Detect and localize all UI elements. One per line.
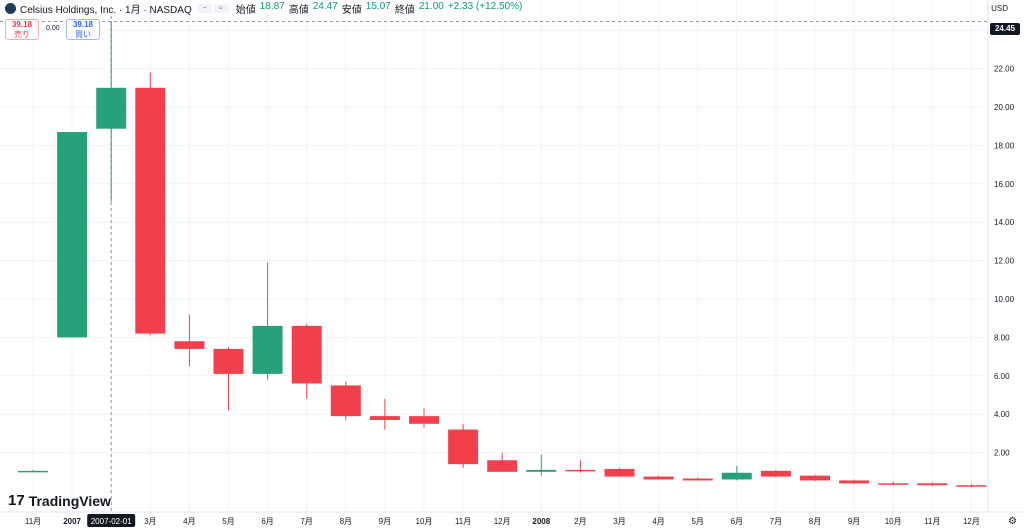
x-tick-label: 2008 xyxy=(532,517,550,526)
y-tick-label: 14.00 xyxy=(994,218,1015,227)
candle-body xyxy=(565,469,596,472)
y-tick-label: 2.00 xyxy=(994,449,1010,458)
candle-body xyxy=(878,483,909,485)
y-tick-label: 10.00 xyxy=(994,295,1015,304)
open-label: 始値 xyxy=(235,4,256,16)
x-tick-label: 2007-02-01 xyxy=(91,517,132,526)
buy-price: 39.18 xyxy=(72,20,94,29)
x-tick-label: 11月 xyxy=(455,517,471,526)
x-tick-label: 7月 xyxy=(770,517,782,526)
y-tick-label: 12.00 xyxy=(994,257,1015,266)
x-tick-label: 10月 xyxy=(885,517,902,526)
candle-body xyxy=(409,416,439,424)
symbol-title[interactable]: Celsius Holdings, Inc. · 1月 · NASDAQ xyxy=(20,4,192,16)
y-tick-label: 4.00 xyxy=(994,410,1010,419)
x-tick-label: 4月 xyxy=(652,517,664,526)
candle-body xyxy=(57,131,88,338)
tradingview-logo[interactable]: 17 TradingView xyxy=(8,492,111,509)
x-tick-label: 6月 xyxy=(731,517,743,526)
spread-value: 0.00 xyxy=(46,25,60,32)
x-tick-label: 8月 xyxy=(340,517,352,526)
x-tick-label: 9月 xyxy=(848,517,860,526)
low-label: 安値 xyxy=(341,4,362,16)
sell-label: 売り xyxy=(14,30,30,39)
candle-body xyxy=(213,348,244,374)
currency-label[interactable]: USD xyxy=(991,4,1008,13)
tradingview-icon: 17 xyxy=(8,492,25,509)
candle-body xyxy=(448,429,479,465)
sell-price: 39.18 xyxy=(11,20,33,29)
y-tick-label: 6.00 xyxy=(994,372,1010,381)
open-value: 18.87 xyxy=(259,0,285,12)
header-controls: − ≈ xyxy=(197,3,228,13)
candle-body xyxy=(839,480,870,484)
candle-body xyxy=(721,472,752,480)
low-value: 15.07 xyxy=(365,0,391,12)
x-tick-label: 9月 xyxy=(379,517,391,526)
candle-body xyxy=(135,87,166,334)
x-tick-label: 2007 xyxy=(63,517,81,526)
candle-body xyxy=(643,476,674,480)
minus-icon[interactable]: − xyxy=(197,3,212,13)
candle-body xyxy=(956,485,987,487)
x-tick-label: 6月 xyxy=(261,517,273,526)
candle-body xyxy=(487,460,518,472)
x-tick-label: 8月 xyxy=(809,517,821,526)
candle-body xyxy=(917,483,948,486)
high-value: 24.47 xyxy=(312,0,338,12)
x-tick-label: 5月 xyxy=(691,517,703,526)
x-tick-label: 12月 xyxy=(494,517,511,526)
x-tick-label: 3月 xyxy=(613,517,625,526)
candle-body xyxy=(604,468,635,477)
candle-body xyxy=(526,469,557,472)
y-tick-label: 20.00 xyxy=(994,103,1015,112)
change-value: +2.33 (+12.50%) xyxy=(447,0,523,12)
candle-body xyxy=(291,325,322,384)
close-label: 終値 xyxy=(394,4,415,16)
buy-label: 買い xyxy=(75,30,91,39)
crosshair-date-bg xyxy=(87,514,136,527)
x-tick-label: 7月 xyxy=(300,517,312,526)
y-tick-label: 8.00 xyxy=(994,333,1010,342)
settings-gear-icon[interactable]: ⚙ xyxy=(1008,516,1017,527)
celsius-logo-icon xyxy=(5,2,16,14)
y-tick-label: 16.00 xyxy=(994,180,1015,189)
candle-body xyxy=(252,325,283,374)
sell-button[interactable]: 39.18 売り xyxy=(5,19,39,40)
candle-body xyxy=(800,475,830,481)
last-price-tag: 24.45 xyxy=(990,23,1020,35)
candles xyxy=(0,16,988,512)
tradingview-name: TradingView xyxy=(28,492,111,509)
high-label: 高値 xyxy=(288,4,309,16)
candle-body xyxy=(369,416,400,420)
time-axis: 11月 2007 2007-02-01 3月 4月 5月 6月 7月 8月 9月 10月 11月 12月… xyxy=(25,514,980,527)
x-tick-label: 5月 xyxy=(222,517,234,526)
x-tick-label: 11月 xyxy=(25,517,41,526)
buy-button[interactable]: 39.18 買い xyxy=(66,19,100,40)
candle-body xyxy=(96,87,127,129)
candle-body xyxy=(682,478,713,481)
candle-body xyxy=(330,385,361,417)
candle-body xyxy=(760,470,791,477)
chart-header: Celsius Holdings, Inc. · 1月 · NASDAQ − ≈… xyxy=(0,0,522,16)
y-tick-label: 18.00 xyxy=(994,141,1015,150)
x-tick-label: 4月 xyxy=(183,517,195,526)
x-tick-label: 10月 xyxy=(416,517,433,526)
x-tick-label: 2月 xyxy=(574,517,586,526)
price-axis: 2.00 4.00 6.00 8.00 10.00 12.00 14.00 16.00 18.0… xyxy=(994,26,1015,457)
x-tick-label: 12月 xyxy=(963,517,980,526)
x-tick-label: 11月 xyxy=(924,517,940,526)
ohlc-legend: 始値 18.87 高値 24.47 安値 15.07 終値 21.00 +2.33 (+… xyxy=(236,1,523,16)
y-tick-label: 22.00 xyxy=(994,65,1015,74)
compare-icon[interactable]: ≈ xyxy=(213,3,228,13)
candle-body xyxy=(18,470,48,473)
close-value: 21.00 xyxy=(418,0,444,12)
x-tick-label: 3月 xyxy=(144,517,156,526)
candle-body xyxy=(174,341,205,349)
